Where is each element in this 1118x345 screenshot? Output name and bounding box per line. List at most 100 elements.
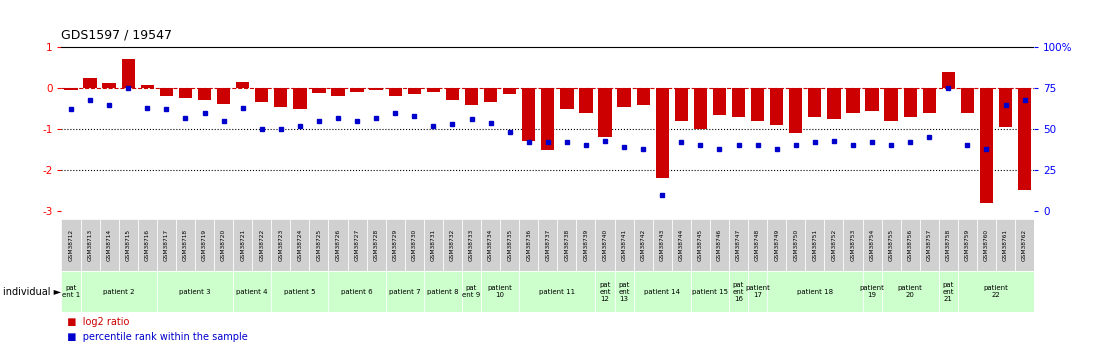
Bar [119, 219, 138, 271]
Text: GSM38739: GSM38739 [584, 229, 588, 261]
Bar [579, 88, 593, 113]
Bar [653, 219, 672, 271]
Bar [312, 88, 325, 93]
Text: GSM38742: GSM38742 [641, 229, 646, 261]
Bar [939, 271, 958, 312]
Bar [691, 271, 729, 312]
Bar [462, 271, 481, 312]
Bar [958, 219, 977, 271]
Bar [443, 219, 462, 271]
Text: GSM38737: GSM38737 [546, 229, 550, 261]
Bar [157, 219, 176, 271]
Bar [615, 271, 634, 312]
Text: GSM38760: GSM38760 [984, 229, 989, 261]
Text: GSM38758: GSM38758 [946, 229, 950, 261]
Text: ■  log2 ratio: ■ log2 ratio [61, 317, 130, 327]
Bar [217, 88, 230, 104]
Bar [386, 271, 424, 312]
Bar [465, 88, 479, 105]
Bar [786, 219, 805, 271]
Bar [882, 271, 939, 312]
Bar [617, 88, 631, 107]
Bar [998, 88, 1012, 127]
Bar [693, 88, 707, 129]
Text: ■  percentile rank within the sample: ■ percentile rank within the sample [61, 332, 248, 342]
Bar [713, 88, 727, 115]
Text: GSM38746: GSM38746 [717, 229, 722, 261]
Bar [424, 271, 462, 312]
Bar [884, 88, 898, 121]
Text: GSM38745: GSM38745 [698, 229, 703, 261]
Bar [253, 219, 272, 271]
Bar [293, 88, 306, 109]
Bar [255, 88, 268, 102]
Bar [519, 271, 596, 312]
Text: GSM38716: GSM38716 [145, 229, 150, 261]
Text: GSM38751: GSM38751 [813, 229, 817, 261]
Text: GSM38762: GSM38762 [1022, 229, 1027, 261]
Bar [500, 219, 519, 271]
Bar [484, 88, 498, 102]
Bar [198, 88, 211, 100]
Bar [424, 219, 443, 271]
Bar [310, 219, 329, 271]
Text: pat
ent
16: pat ent 16 [732, 282, 745, 302]
Text: pat
ent 1: pat ent 1 [61, 285, 80, 298]
Text: GSM38717: GSM38717 [164, 229, 169, 261]
Bar [655, 88, 669, 178]
Text: GSM38755: GSM38755 [889, 229, 893, 261]
Bar [1015, 219, 1034, 271]
Text: GSM38726: GSM38726 [335, 229, 341, 261]
Text: GSM38721: GSM38721 [240, 229, 245, 261]
Text: GSM38759: GSM38759 [965, 229, 970, 261]
Bar [538, 219, 558, 271]
Text: GSM38714: GSM38714 [106, 229, 112, 261]
Bar [634, 219, 653, 271]
Text: patient 8: patient 8 [427, 288, 458, 295]
Text: patient 3: patient 3 [179, 288, 211, 295]
Bar [560, 88, 574, 109]
Bar [732, 88, 746, 117]
Text: GSM38757: GSM38757 [927, 229, 931, 261]
Bar [729, 219, 748, 271]
Bar [331, 88, 344, 96]
Bar [369, 88, 382, 90]
Text: patient 14: patient 14 [644, 288, 680, 295]
Bar [941, 72, 955, 88]
Text: GSM38754: GSM38754 [870, 229, 874, 261]
Bar [577, 219, 596, 271]
Bar [389, 88, 401, 96]
Bar [408, 88, 421, 94]
Bar [958, 271, 1034, 312]
Bar [748, 219, 767, 271]
Text: GSM38715: GSM38715 [125, 229, 131, 261]
Bar [291, 219, 310, 271]
Bar [751, 88, 765, 121]
Bar [598, 88, 612, 137]
Text: GSM38736: GSM38736 [527, 229, 531, 261]
Text: patient 7: patient 7 [389, 288, 420, 295]
Bar [672, 219, 691, 271]
Text: GSM38733: GSM38733 [470, 229, 474, 261]
Bar [827, 88, 841, 119]
Bar [141, 85, 154, 88]
Text: GSM38738: GSM38738 [565, 229, 569, 261]
Text: individual ►: individual ► [3, 287, 61, 296]
Bar [939, 219, 958, 271]
Text: GSM38740: GSM38740 [603, 229, 607, 261]
Text: GSM38729: GSM38729 [392, 229, 398, 261]
Bar [274, 88, 287, 107]
Text: patient
19: patient 19 [860, 285, 884, 298]
Text: GSM38747: GSM38747 [736, 229, 741, 261]
Text: GSM38718: GSM38718 [183, 229, 188, 261]
Text: GSM38727: GSM38727 [354, 229, 360, 261]
Bar [503, 88, 517, 94]
Bar [903, 88, 917, 117]
Text: patient
22: patient 22 [984, 285, 1008, 298]
Bar [481, 219, 500, 271]
Text: GSM38750: GSM38750 [794, 229, 798, 261]
Bar [519, 219, 538, 271]
Text: GSM38741: GSM38741 [622, 229, 626, 261]
Bar [100, 219, 119, 271]
Bar [596, 219, 615, 271]
